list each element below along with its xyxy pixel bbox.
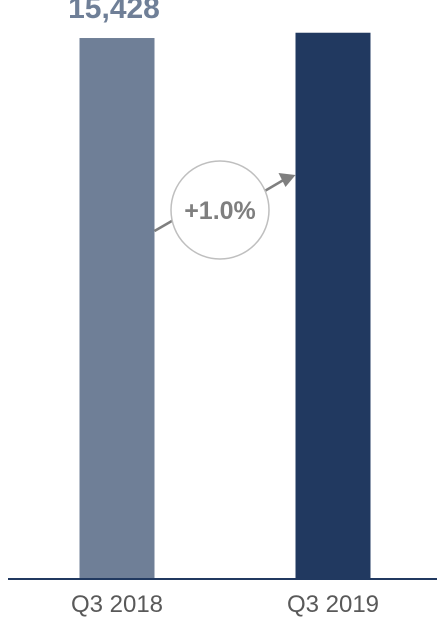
x-tick-label-1: Q3 2018	[71, 591, 163, 618]
change-badge	[170, 160, 270, 260]
x-tick-labels-group: Q3 2018 Q3 2019	[71, 591, 379, 618]
bar-1	[79, 38, 155, 578]
change-percent-label: +1.0%	[184, 197, 256, 225]
value-label-1: 15,428	[68, 0, 160, 25]
x-tick-label-2: Q3 2019	[287, 591, 379, 618]
value-labels-group: 15,42815,579	[68, 0, 160, 25]
change-arrow-shaft	[262, 178, 285, 194]
bars-group	[79, 32, 371, 579]
bar-2	[295, 32, 371, 579]
change-annotation: +1.0%	[153, 160, 296, 260]
arrow-head-icon	[278, 173, 296, 187]
